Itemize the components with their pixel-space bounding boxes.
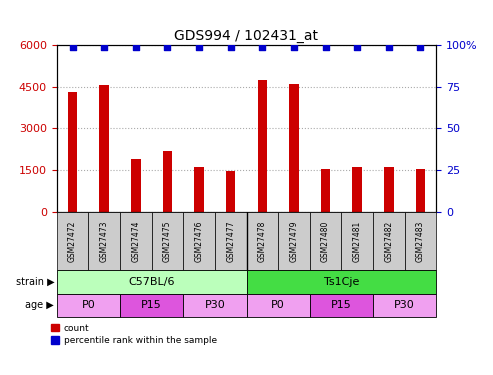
Bar bbox=[373, 212, 405, 270]
Text: GSM27474: GSM27474 bbox=[131, 220, 141, 262]
Point bbox=[195, 44, 203, 50]
Bar bbox=[246, 294, 310, 317]
Text: GSM27483: GSM27483 bbox=[416, 220, 425, 262]
Text: GSM27477: GSM27477 bbox=[226, 220, 235, 262]
Point bbox=[417, 44, 424, 50]
Bar bbox=[57, 294, 120, 317]
Bar bbox=[183, 212, 215, 270]
Bar bbox=[310, 294, 373, 317]
Bar bbox=[215, 212, 246, 270]
Text: age ▶: age ▶ bbox=[26, 300, 54, 310]
Point bbox=[385, 44, 393, 50]
Legend: count, percentile rank within the sample: count, percentile rank within the sample bbox=[51, 324, 217, 345]
Point bbox=[164, 44, 172, 50]
Bar bbox=[57, 212, 88, 270]
Bar bbox=[120, 212, 152, 270]
Title: GDS994 / 102431_at: GDS994 / 102431_at bbox=[175, 28, 318, 43]
Bar bbox=[321, 169, 330, 212]
Text: GSM27476: GSM27476 bbox=[195, 220, 204, 262]
Point bbox=[132, 44, 140, 50]
Bar bbox=[246, 270, 436, 294]
Bar bbox=[352, 167, 362, 212]
Bar bbox=[341, 212, 373, 270]
Bar bbox=[373, 294, 436, 317]
Bar bbox=[416, 170, 425, 212]
Point bbox=[69, 44, 76, 50]
Bar bbox=[278, 212, 310, 270]
Bar bbox=[384, 167, 393, 212]
Point bbox=[290, 44, 298, 50]
Text: GSM27475: GSM27475 bbox=[163, 220, 172, 262]
Bar bbox=[152, 212, 183, 270]
Text: P15: P15 bbox=[331, 300, 352, 310]
Text: P30: P30 bbox=[205, 300, 225, 310]
Bar bbox=[100, 86, 109, 212]
Bar bbox=[131, 159, 141, 212]
Bar bbox=[163, 151, 172, 212]
Bar bbox=[183, 294, 246, 317]
Text: strain ▶: strain ▶ bbox=[16, 277, 54, 287]
Bar bbox=[57, 270, 246, 294]
Text: GSM27481: GSM27481 bbox=[352, 220, 362, 262]
Text: GSM27472: GSM27472 bbox=[68, 220, 77, 262]
Point bbox=[258, 44, 266, 50]
Text: C57BL/6: C57BL/6 bbox=[128, 277, 175, 287]
Bar bbox=[405, 212, 436, 270]
Point bbox=[321, 44, 329, 50]
Text: P15: P15 bbox=[141, 300, 162, 310]
Point bbox=[100, 44, 108, 50]
Text: GSM27478: GSM27478 bbox=[258, 220, 267, 262]
Bar bbox=[310, 212, 341, 270]
Text: GSM27473: GSM27473 bbox=[100, 220, 108, 262]
Bar bbox=[246, 212, 278, 270]
Text: GSM27479: GSM27479 bbox=[289, 220, 298, 262]
Point bbox=[353, 44, 361, 50]
Bar bbox=[88, 212, 120, 270]
Bar bbox=[120, 294, 183, 317]
Bar bbox=[226, 171, 236, 212]
Bar bbox=[289, 84, 299, 212]
Bar bbox=[194, 167, 204, 212]
Bar bbox=[68, 92, 77, 212]
Text: GSM27480: GSM27480 bbox=[321, 220, 330, 262]
Text: P0: P0 bbox=[81, 300, 95, 310]
Point bbox=[227, 44, 235, 50]
Text: GSM27482: GSM27482 bbox=[385, 220, 393, 262]
Text: Ts1Cje: Ts1Cje bbox=[324, 277, 359, 287]
Bar bbox=[257, 80, 267, 212]
Text: P0: P0 bbox=[271, 300, 285, 310]
Text: P30: P30 bbox=[394, 300, 415, 310]
